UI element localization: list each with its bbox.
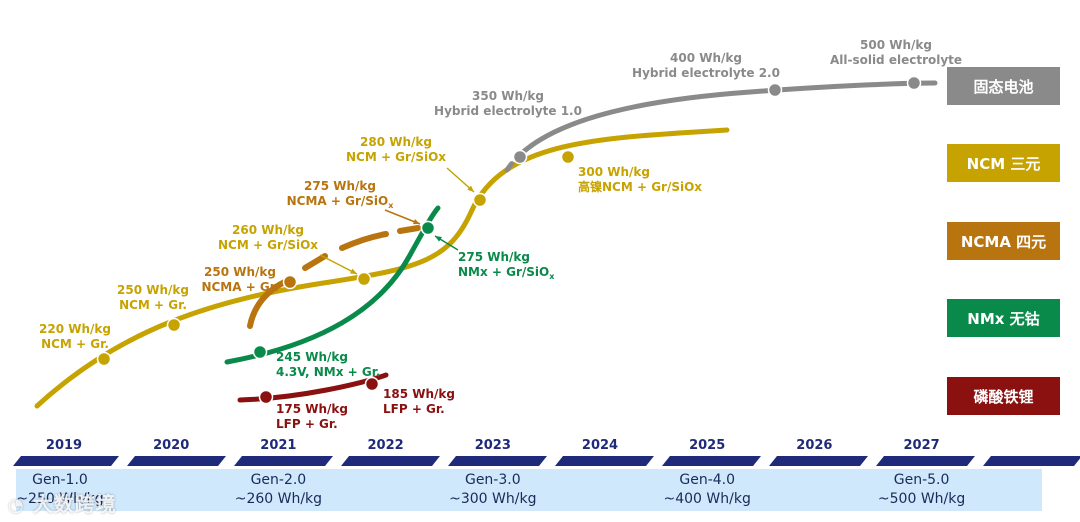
ncm-callout-line xyxy=(319,254,358,275)
solid-point-label: All-solid electrolyte xyxy=(830,53,962,67)
watermark-label: 大数跨境 xyxy=(32,492,117,516)
ncma-point-label: 250 Wh/kg xyxy=(204,265,276,279)
ncm-data-point xyxy=(472,192,488,208)
year-label: 2026 xyxy=(796,438,832,453)
ncm-point-label: NCM + Gr. xyxy=(119,298,187,312)
solid-state-curve xyxy=(504,80,938,173)
ncm-data-point xyxy=(560,149,576,165)
nmx-point-label: 4.3V, NMx + Gr. xyxy=(276,365,380,379)
lfp-point-label: 185 Wh/kg xyxy=(383,387,455,401)
generation-name: Gen-4.0 xyxy=(679,472,735,488)
generation-energy: ~400 Wh/kg xyxy=(664,491,751,507)
lfp-data-point xyxy=(364,376,380,392)
nmx-point-label: 245 Wh/kg xyxy=(276,350,348,364)
ncm-data-point xyxy=(96,351,112,367)
timeline-segment xyxy=(876,456,975,466)
year-label: 2022 xyxy=(368,438,404,453)
nmx-data-point xyxy=(252,344,268,360)
generation-band xyxy=(16,469,1042,511)
timeline-segment xyxy=(234,456,333,466)
ncma-point-label: NCMA + Gr. xyxy=(201,280,278,294)
solid-point-label: 500 Wh/kg xyxy=(860,38,932,52)
solid-point-label: 350 Wh/kg xyxy=(472,89,544,103)
generation-energy: ~300 Wh/kg xyxy=(449,491,536,507)
ncm-point-label: 300 Wh/kg xyxy=(578,165,650,179)
ncm-data-point xyxy=(166,317,182,333)
solid-point-label: Hybrid electrolyte 1.0 xyxy=(434,104,582,118)
nmx-point-label: NMx + Gr/SiOx xyxy=(458,265,555,281)
lfp-point-label: LFP + Gr. xyxy=(383,402,445,416)
lfp-data-point xyxy=(258,389,274,405)
timeline-segment xyxy=(662,456,761,466)
legend-nmx: NMx 无钴 xyxy=(947,299,1060,337)
legend-ncm: NCM 三元 xyxy=(947,144,1060,182)
ncma-callout-arrow xyxy=(413,219,420,225)
timeline-segment xyxy=(13,456,119,466)
ncma-point-label: NCMA + Gr/SiOx xyxy=(287,194,395,210)
nmx-data-point xyxy=(420,220,436,236)
solid-data-point xyxy=(512,149,528,165)
ncm-point-label: 280 Wh/kg xyxy=(360,135,432,149)
solid-data-point xyxy=(906,75,922,91)
solid-data-point xyxy=(767,82,783,98)
generation-name: Gen-3.0 xyxy=(465,472,521,488)
year-label: 2025 xyxy=(689,438,725,453)
timeline-segment xyxy=(769,456,868,466)
ncma-point-label: 275 Wh/kg xyxy=(304,179,376,193)
generation-name: Gen-2.0 xyxy=(251,472,307,488)
solid-point-label: 400 Wh/kg xyxy=(670,51,742,65)
generation-energy: ~260 Wh/kg xyxy=(235,491,322,507)
timeline-segment xyxy=(983,456,1080,466)
ncm-curve xyxy=(34,127,730,409)
nmx-point-label: 275 Wh/kg xyxy=(458,250,530,264)
ncm-point-label: NCM + Gr/SiOx xyxy=(346,150,446,164)
ncm-point-label: 250 Wh/kg xyxy=(117,283,189,297)
ncm-callout-arrow xyxy=(467,185,474,192)
year-label: 2023 xyxy=(475,438,511,453)
legend-lfp: 磷酸铁锂 xyxy=(947,377,1060,415)
ncma-curve-c xyxy=(339,231,389,251)
lfp-point-label: LFP + Gr. xyxy=(276,417,338,431)
ncm-point-label: 260 Wh/kg xyxy=(232,223,304,237)
timeline-segment xyxy=(127,456,226,466)
year-label: 2027 xyxy=(904,438,940,453)
generation-name: Gen-5.0 xyxy=(894,472,950,488)
generation-energy: ~500 Wh/kg xyxy=(878,491,965,507)
nmx-callout-arrow xyxy=(435,236,442,242)
year-label: 2020 xyxy=(153,438,189,453)
year-label: 2019 xyxy=(46,438,82,453)
ncm-point-label: NCM + Gr. xyxy=(41,337,109,351)
year-label: 2021 xyxy=(260,438,296,453)
ncm-point-label: 220 Wh/kg xyxy=(39,322,111,336)
ncm-callout-arrow xyxy=(350,268,357,274)
legend-solid-state: 固态电池 xyxy=(947,67,1060,105)
solid-point-label: Hybrid electrolyte 2.0 xyxy=(632,66,780,80)
timeline-segment xyxy=(448,456,547,466)
generation-name: Gen-1.0 xyxy=(32,472,88,488)
timeline-segment xyxy=(555,456,654,466)
ncma-curve-d xyxy=(397,225,421,234)
ncma-curve-b xyxy=(302,253,328,271)
watermark-logo-icon: ◔ xyxy=(8,495,25,516)
timeline-segment xyxy=(341,456,440,466)
generation-energy: ~250 Wh/kg xyxy=(16,491,103,507)
ncm-point-label: 高镍NCM + Gr/SiOx xyxy=(578,179,702,194)
ncm-point-label: NCM + Gr/SiOx xyxy=(218,238,318,252)
watermark-text: ◔ 大数跨境 xyxy=(8,488,117,517)
lfp-point-label: 175 Wh/kg xyxy=(276,402,348,416)
ncm-data-point xyxy=(356,271,372,287)
ncma-data-point xyxy=(282,274,298,290)
year-label: 2024 xyxy=(582,438,618,453)
legend-ncma: NCMA 四元 xyxy=(947,222,1060,260)
